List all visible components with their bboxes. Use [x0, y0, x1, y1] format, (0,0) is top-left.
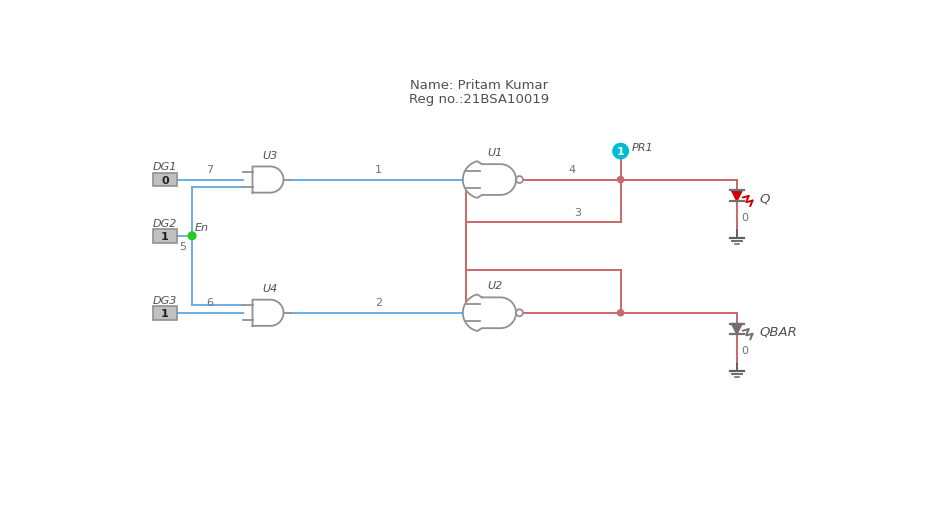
- Text: 1: 1: [375, 165, 382, 175]
- Text: 0: 0: [161, 175, 168, 185]
- Text: U3: U3: [263, 150, 278, 160]
- Text: DG3: DG3: [152, 295, 177, 305]
- Polygon shape: [731, 324, 742, 334]
- Text: Reg no.:21BSA10019: Reg no.:21BSA10019: [409, 93, 549, 106]
- Text: DG1: DG1: [152, 162, 177, 172]
- Text: 1: 1: [617, 147, 625, 157]
- Polygon shape: [252, 300, 283, 326]
- Polygon shape: [463, 162, 516, 199]
- Text: Q: Q: [759, 192, 770, 205]
- Text: 3: 3: [574, 207, 582, 217]
- Text: 5: 5: [179, 242, 186, 251]
- Text: U1: U1: [487, 148, 503, 158]
- Text: PR1: PR1: [631, 143, 654, 153]
- Text: U4: U4: [263, 283, 278, 293]
- Text: 1: 1: [161, 308, 169, 318]
- Text: 0: 0: [741, 212, 748, 222]
- Circle shape: [188, 233, 196, 240]
- Text: U2: U2: [487, 281, 503, 291]
- FancyBboxPatch shape: [152, 306, 178, 320]
- Text: 1: 1: [161, 231, 169, 241]
- FancyBboxPatch shape: [152, 173, 178, 187]
- Text: 4: 4: [568, 165, 575, 175]
- Text: 6: 6: [207, 298, 213, 308]
- Polygon shape: [731, 191, 742, 202]
- Polygon shape: [252, 167, 283, 193]
- Text: Name: Pritam Kumar: Name: Pritam Kumar: [410, 79, 548, 92]
- Text: 2: 2: [375, 298, 382, 308]
- Circle shape: [516, 309, 523, 317]
- Circle shape: [516, 177, 523, 184]
- Text: 7: 7: [207, 165, 213, 175]
- Circle shape: [617, 310, 624, 316]
- Polygon shape: [463, 295, 516, 331]
- Text: DG2: DG2: [152, 218, 177, 228]
- Circle shape: [617, 177, 624, 183]
- Text: 0: 0: [741, 345, 748, 355]
- Text: QBAR: QBAR: [759, 325, 798, 338]
- FancyBboxPatch shape: [152, 230, 178, 243]
- Text: En: En: [194, 222, 209, 232]
- Circle shape: [612, 144, 628, 159]
